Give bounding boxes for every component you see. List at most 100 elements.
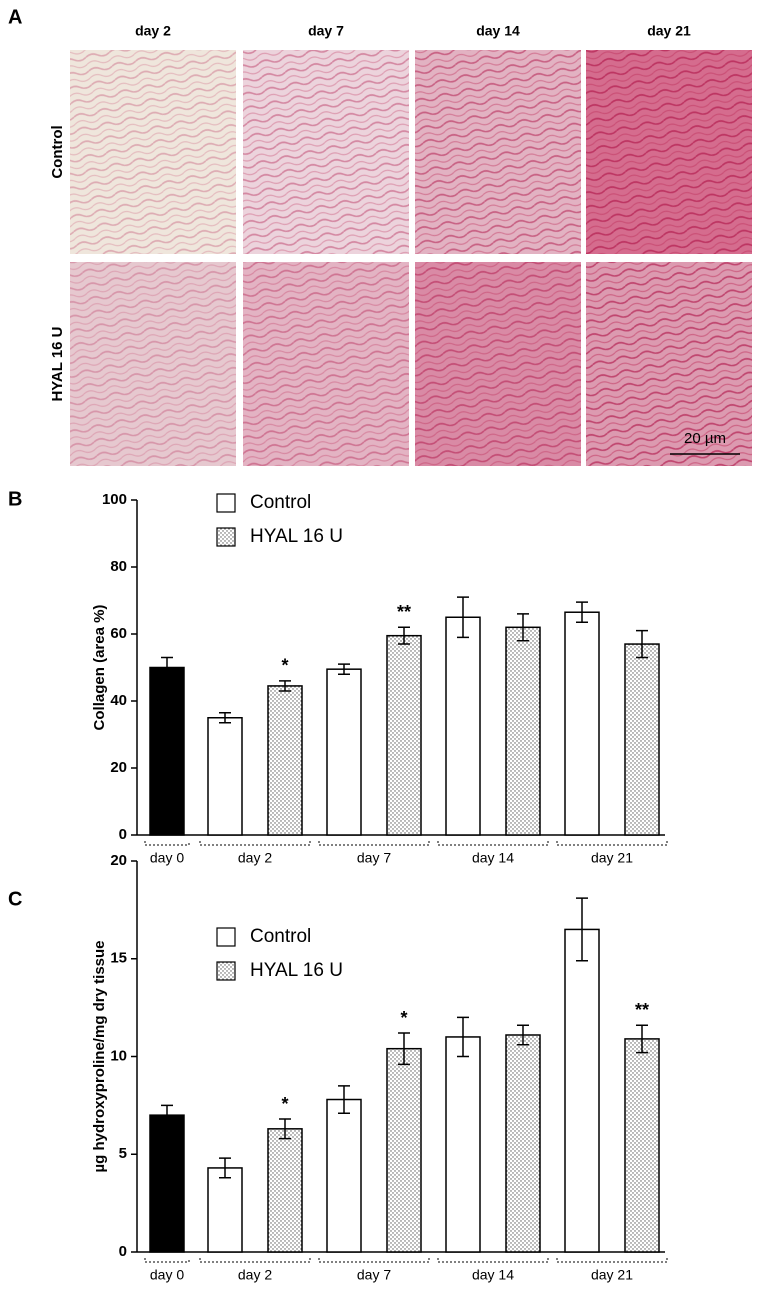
significance-mark: ** [397,602,411,622]
x-tick-label: day 21 [591,850,633,866]
error-bar [219,711,231,724]
group-bracket [199,1258,311,1263]
bar [326,1098,362,1253]
histology-texture [586,50,752,254]
x-tick-label: day 2 [238,1267,272,1283]
error-bar [279,1118,291,1140]
y-tick-label: 0 [119,1243,127,1260]
bar [326,668,362,836]
error-bar [338,663,350,675]
histology-texture [243,50,409,254]
panel-label: B [8,488,22,510]
bar [505,1034,541,1253]
histology-texture [415,50,581,254]
error-bar [398,1032,410,1066]
group-bracket [144,1258,190,1263]
x-tick-label: day 0 [150,1267,184,1283]
y-tick-label: 20 [110,759,127,776]
bar [624,643,660,836]
y-tick-label: 20 [110,852,127,869]
error-bar [636,1024,648,1054]
error-bar [576,601,588,624]
x-tick-label: day 14 [472,1267,514,1283]
bar [207,717,243,836]
legend-label: Control [250,492,311,513]
row-label: Control [49,125,66,178]
legend-swatch [216,961,236,981]
x-tick-label: day 0 [150,850,184,866]
error-bar [517,613,529,642]
error-bar [457,1016,469,1058]
significance-mark: ** [635,1000,649,1020]
y-tick-label: 40 [110,692,127,709]
y-tick-label: 60 [110,625,127,642]
error-bar [338,1085,350,1114]
y-axis-label: Collagen (area %) [91,605,108,731]
y-tick-label: 0 [119,826,127,843]
histology-texture [586,262,752,466]
error-bar [161,656,173,679]
bar [564,611,600,836]
error-bar [161,1104,173,1126]
histology-texture [70,262,236,466]
legend-label: HYAL 16 U [250,960,343,981]
histology-texture [415,262,581,466]
error-bar [219,1157,231,1179]
bar [149,666,185,836]
x-tick-label: day 2 [238,850,272,866]
legend-swatch [216,527,236,547]
column-label: day 7 [308,23,344,39]
group-bracket [199,841,311,846]
bar [267,1128,303,1253]
x-tick-label: day 7 [357,850,391,866]
error-bar [636,629,648,659]
histology-texture [70,50,236,254]
bar [564,928,600,1253]
column-label: day 21 [647,23,691,39]
significance-mark: * [281,656,288,676]
x-tick-label: day 21 [591,1267,633,1283]
bar [386,634,422,836]
column-label: day 14 [476,23,520,39]
legend-label: HYAL 16 U [250,526,343,547]
error-bar [457,596,469,639]
legend-swatch [216,493,236,513]
significance-mark: * [281,1094,288,1114]
group-bracket [318,841,430,846]
error-bar [398,626,410,645]
bar [386,1047,422,1253]
y-tick-label: 80 [110,558,127,575]
bar [207,1167,243,1253]
x-tick-label: day 14 [472,850,514,866]
panel-label: C [8,888,22,910]
group-bracket [144,841,190,846]
y-tick-label: 10 [110,1047,127,1064]
bar [624,1038,660,1253]
legend-label: Control [250,926,311,947]
y-tick-label: 15 [110,950,127,967]
significance-mark: * [400,1008,407,1028]
legend-swatch [216,927,236,947]
error-bar [279,680,291,692]
y-tick-label: 100 [102,491,127,508]
group-bracket [556,1258,668,1263]
histology-texture [243,262,409,466]
panel-label: A [8,6,22,28]
group-bracket [556,841,668,846]
bar [149,1114,185,1253]
group-bracket [318,1258,430,1263]
column-label: day 2 [135,23,171,39]
row-label: HYAL 16 U [49,326,66,401]
bar [445,616,481,836]
bar [445,1036,481,1253]
y-axis-label: µg hydroxyproline/mg dry tissue [91,940,108,1172]
bar [267,685,303,836]
group-bracket [437,841,549,846]
bar [505,626,541,836]
error-bar [576,897,588,962]
x-tick-label: day 7 [357,1267,391,1283]
scale-bar-label: 20 µm [684,430,726,447]
group-bracket [437,1258,549,1263]
y-tick-label: 5 [119,1145,127,1162]
